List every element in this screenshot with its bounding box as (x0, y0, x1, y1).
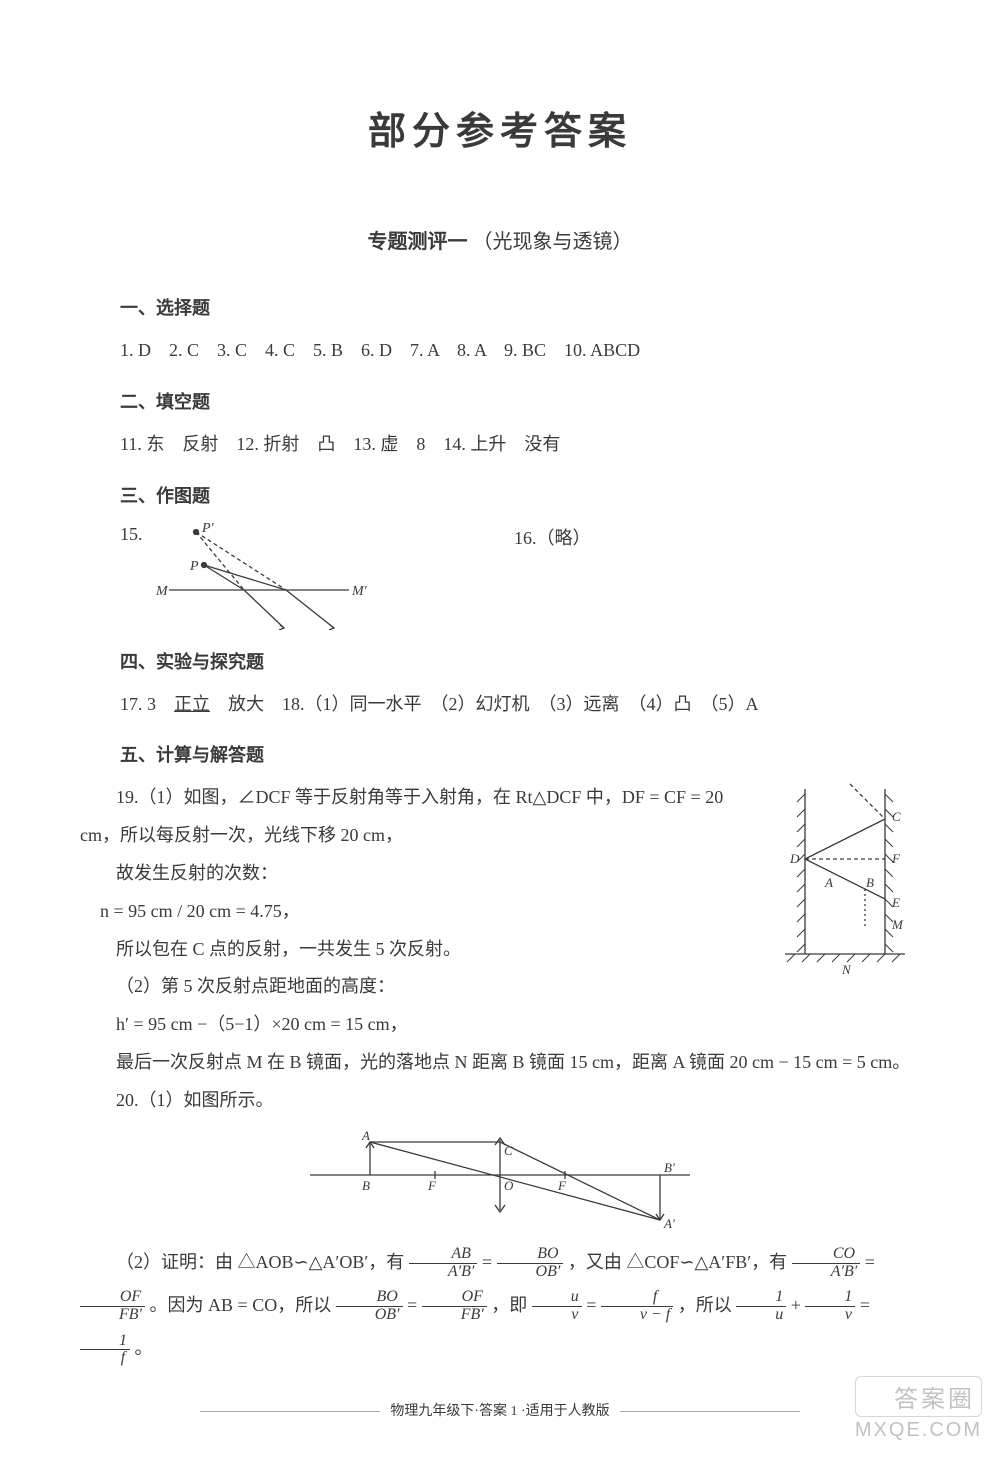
sec1-answers: 1. D 2. C 3. C 4. C 5. B 6. D 7. A 8. A … (120, 332, 920, 370)
fig-q20-wrap: A B F O C F B′ A′ (80, 1130, 920, 1235)
sec4-underline: 正立 (174, 694, 210, 714)
fig20-Bp: B′ (664, 1160, 675, 1175)
fig19-M: M (891, 917, 904, 932)
fig20-A: A (361, 1130, 370, 1143)
fig15-label-Mp: M′ (351, 584, 368, 599)
sec3-heading: 三、作图题 (120, 482, 920, 508)
sec2-answers: 11. 东 反射 12. 折射 凸 13. 虚 8 14. 上升 没有 (120, 426, 920, 464)
sub-title: 专题测评一 （光现象与透镜） (80, 225, 920, 254)
fig-q15: P′ P M M′ (154, 520, 374, 630)
sec4-answers: 17. 3 正立 放大 18.（1）同一水平 （2）幻灯机 （3）远离 （4）凸… (120, 686, 920, 724)
q19-p4: 所以包在 C 点的反射，一共发生 5 次反射。 (80, 931, 758, 969)
page: 部分参考答案 专题测评一 （光现象与透镜） 一、选择题 1. D 2. C 3.… (0, 0, 1000, 1460)
subtitle-bold: 专题测评一 (368, 231, 468, 253)
footer: 物理九年级下·答案 1 ·适用于人教版 (80, 1400, 920, 1420)
fig20-B: B (362, 1178, 370, 1193)
proof-mid2: 。因为 AB = CO，所以 (150, 1295, 336, 1315)
fig19-D: D (789, 851, 800, 866)
q20-proof: （2）证明：由 △AOB∽△A′OB′，有 ABA′B′ = BOOB′ ，又由… (80, 1241, 920, 1371)
proof-mid1: ，又由 △COF∽△A′FB′，有 (568, 1252, 792, 1272)
fig20-O: O (504, 1178, 514, 1193)
sec4-heading: 四、实验与探究题 (120, 648, 920, 674)
fig19-F: F (891, 851, 901, 866)
q19-row: 19.（1）如图，∠DCF 等于反射角等于入射角，在 Rt△DCF 中，DF =… (80, 779, 920, 1044)
q19-p1: 19.（1）如图，∠DCF 等于反射角等于入射角，在 Rt△DCF 中，DF =… (80, 779, 758, 855)
q20-p1: 20.（1）如图所示。 (80, 1082, 920, 1120)
proof-mid3: ，即 (491, 1295, 532, 1315)
fig20-C: C (504, 1143, 513, 1158)
q19-p3: n = 95 cm / 20 cm = 4.75， (100, 893, 758, 931)
q15-label: 15. (120, 520, 154, 545)
proof-mid4: ，所以 (678, 1295, 737, 1315)
fig19-E: E (891, 895, 900, 910)
fig15-label-Pp: P′ (201, 521, 215, 536)
watermark-line1: 答案圈 (855, 1376, 982, 1417)
fig19-A: A (824, 875, 833, 890)
proof-end: 。 (135, 1338, 153, 1358)
q19-p5: （2）第 5 次反射点距地面的高度： (80, 968, 758, 1006)
sec5-heading: 五、计算与解答题 (120, 741, 920, 767)
fig-q19: C D F A B E M N (770, 779, 920, 979)
subtitle-paren: （光现象与透镜） (473, 231, 633, 253)
q19-p7: 最后一次反射点 M 在 B 镜面，光的落地点 N 距离 B 镜面 15 cm，距… (80, 1044, 920, 1082)
fig15-label-M: M (155, 584, 169, 599)
fig19-N: N (841, 962, 852, 977)
row-q15-q16: 15. P′ P (120, 520, 920, 630)
q19-p2: 故发生反射的次数： (80, 855, 758, 893)
fig20-Ap: A′ (663, 1216, 675, 1230)
watermark: 答案圈 MXQE.COM (855, 1376, 982, 1442)
fig20-F2: F (557, 1178, 567, 1193)
fig15-label-P: P (189, 559, 199, 574)
proof-prefix: （2）证明：由 △AOB∽△A′OB′，有 (116, 1252, 409, 1272)
fig-q20: A B F O C F B′ A′ (300, 1130, 700, 1230)
watermark-line2: MXQE.COM (855, 1419, 982, 1442)
q16-label: 16.（略） (514, 520, 591, 550)
sec2-heading: 二、填空题 (120, 388, 920, 414)
main-title: 部分参考答案 (80, 100, 920, 155)
fig20-F1: F (427, 1178, 437, 1193)
fig19-C: C (892, 809, 901, 824)
sec1-heading: 一、选择题 (120, 294, 920, 320)
fig19-B: B (866, 875, 874, 890)
q19-p6: h′ = 95 cm −（5−1）×20 cm = 15 cm， (80, 1006, 758, 1044)
